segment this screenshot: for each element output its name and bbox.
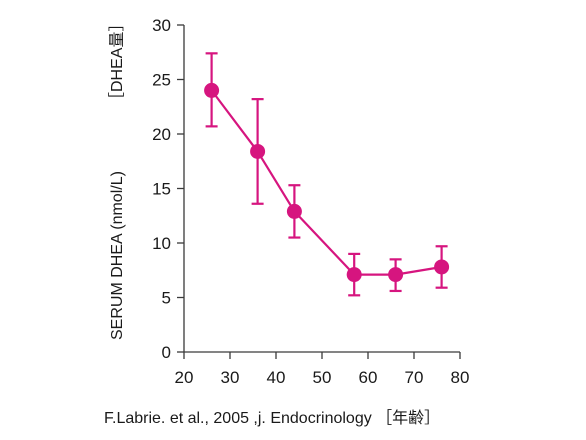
x-tick-label: 30 [221,368,240,387]
y-tick-label: 15 [152,180,171,199]
y-tick-label: 10 [152,234,171,253]
y-tick-label: 25 [152,71,171,90]
data-point [434,259,450,275]
source-citation: F.Labrie. et al., 2005 ,j. Endocrinology… [104,410,441,427]
y-axis: 0 5 10 15 20 25 30 [152,16,185,362]
data-point [204,82,220,98]
y-axis-label: SERUM DHEA (nmol/L) ［DHEA量］ [108,16,126,340]
y-axis-unit-note: ［DHEA量］ [108,16,126,108]
data-point [286,203,302,219]
y-tick-label: 0 [162,343,171,362]
data-point [388,267,404,283]
x-tick-label: 80 [451,368,470,387]
data-point [250,143,266,159]
y-axis-title: SERUM DHEA (nmol/L) [109,171,126,340]
y-tick-label: 5 [162,289,171,308]
x-tick-label: 70 [405,368,424,387]
series-line [210,89,442,276]
series-dhea [204,52,450,297]
x-tick-label: 60 [359,368,378,387]
x-tick-label: 40 [267,368,286,387]
y-tick-label: 30 [152,16,171,35]
y-tick-label: 20 [152,125,171,144]
x-axis: 20 30 40 50 60 70 80 [175,351,470,387]
x-tick-label: 50 [313,368,332,387]
data-point [346,267,362,283]
x-tick-label: 20 [175,368,194,387]
